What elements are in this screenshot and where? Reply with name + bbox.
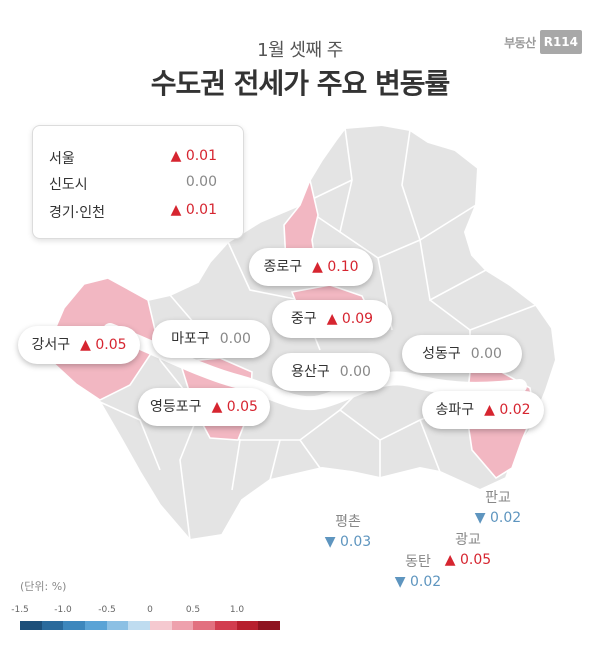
district-name: 용산구 bbox=[291, 364, 330, 380]
district-name: 종로구 bbox=[263, 259, 303, 275]
brand-badge: R114 bbox=[539, 30, 582, 54]
newtown-label-gwanggyo: 광교 ▲ 0.05 bbox=[436, 530, 500, 570]
newtown-name: 광교 bbox=[455, 532, 481, 548]
color-scale-legend bbox=[20, 621, 281, 630]
legend-swatch bbox=[106, 621, 129, 630]
newtown-label-pyeongchon: 평촌 ▼ 0.03 bbox=[316, 512, 380, 552]
newtown-name: 판교 bbox=[485, 490, 511, 506]
legend-swatch bbox=[193, 621, 216, 630]
district-value: ▲ 0.05 bbox=[80, 337, 127, 353]
district-label-songpa: 송파구 ▲ 0.02 bbox=[422, 391, 544, 429]
brand-text: 부동산 bbox=[504, 35, 536, 50]
newtown-label-pangyo: 판교 ▼ 0.02 bbox=[466, 488, 530, 528]
summary-row-gyeonggi-incheon: 경기·인천 ▲ 0.01 bbox=[49, 202, 217, 222]
summary-panel: 서울 ▲ 0.01 신도시 0.00 경기·인천 ▲ 0.01 bbox=[32, 125, 244, 239]
summary-label: 경기·인천 bbox=[49, 205, 105, 221]
district-value: ▲ 0.10 bbox=[312, 259, 359, 275]
district-value: 0.00 bbox=[339, 364, 371, 380]
district-name: 송파구 bbox=[435, 402, 475, 418]
newtown-label-dongtan: 동탄 ▼ 0.02 bbox=[386, 552, 450, 592]
district-label-gangseo: 강서구 ▲ 0.05 bbox=[18, 326, 140, 364]
newtown-value: ▼ 0.02 bbox=[474, 510, 522, 526]
summary-value: ▲ 0.01 bbox=[170, 148, 217, 164]
summary-row-seoul: 서울 ▲ 0.01 bbox=[49, 148, 217, 168]
legend-swatch bbox=[150, 621, 172, 630]
legend-swatch bbox=[236, 621, 259, 630]
summary-value: ▲ 0.01 bbox=[170, 202, 217, 218]
district-label-yongsan: 용산구 0.00 bbox=[272, 353, 390, 391]
legend-tick: -1.0 bbox=[54, 605, 72, 615]
summary-label: 신도시 bbox=[49, 177, 88, 193]
district-name: 중구 bbox=[290, 311, 317, 327]
legend-tick: -1.5 bbox=[11, 605, 29, 615]
district-name: 영등포구 bbox=[150, 399, 202, 415]
map-subtitle: 1월 셋째 주 bbox=[257, 40, 343, 61]
district-value: ▲ 0.02 bbox=[484, 402, 531, 418]
district-name: 마포구 bbox=[171, 331, 210, 347]
district-label-seongdong: 성동구 0.00 bbox=[402, 335, 522, 373]
legend-swatch bbox=[20, 621, 42, 630]
newtown-name: 평촌 bbox=[335, 514, 361, 530]
district-label-jongno: 종로구 ▲ 0.10 bbox=[249, 248, 373, 286]
han-river bbox=[103, 323, 527, 411]
district-label-yeongdeungpo: 영등포구 ▲ 0.05 bbox=[138, 388, 270, 426]
summary-row-newtowns: 신도시 0.00 bbox=[49, 174, 217, 194]
legend-swatch bbox=[41, 621, 64, 630]
newtown-name: 동탄 bbox=[405, 554, 431, 570]
district-name: 강서구 bbox=[31, 337, 71, 353]
summary-label: 서울 bbox=[49, 151, 75, 167]
newtown-value: ▲ 0.05 bbox=[444, 552, 492, 568]
newtown-value: ▼ 0.03 bbox=[324, 534, 372, 550]
legend-tick: 1.0 bbox=[229, 605, 245, 615]
newtown-value: ▼ 0.02 bbox=[394, 574, 442, 590]
legend-tick: 0 bbox=[147, 605, 153, 615]
legend-swatch bbox=[85, 621, 107, 630]
legend-swatch bbox=[63, 621, 86, 630]
legend-swatch bbox=[258, 621, 281, 630]
legend-swatch bbox=[215, 621, 237, 630]
legend-tick: -0.5 bbox=[98, 605, 116, 615]
legend-swatch bbox=[171, 621, 194, 630]
district-name: 성동구 bbox=[422, 346, 461, 362]
unit-label: (단위: %) bbox=[20, 580, 67, 593]
legend-tick: 0.5 bbox=[185, 605, 201, 615]
district-value: ▲ 0.05 bbox=[211, 399, 258, 415]
brand-logo: 부동산 R114 bbox=[504, 30, 582, 54]
district-value: ▲ 0.09 bbox=[326, 311, 374, 327]
district-label-mapo: 마포구 0.00 bbox=[152, 320, 270, 358]
district-label-junggu: 중구 ▲ 0.09 bbox=[272, 300, 392, 338]
map-title: 수도권 전세가 주요 변동률 bbox=[150, 67, 451, 100]
legend-swatch bbox=[128, 621, 151, 630]
district-value: 0.00 bbox=[219, 331, 251, 347]
district-value: 0.00 bbox=[470, 346, 502, 362]
summary-value: 0.00 bbox=[185, 174, 217, 190]
